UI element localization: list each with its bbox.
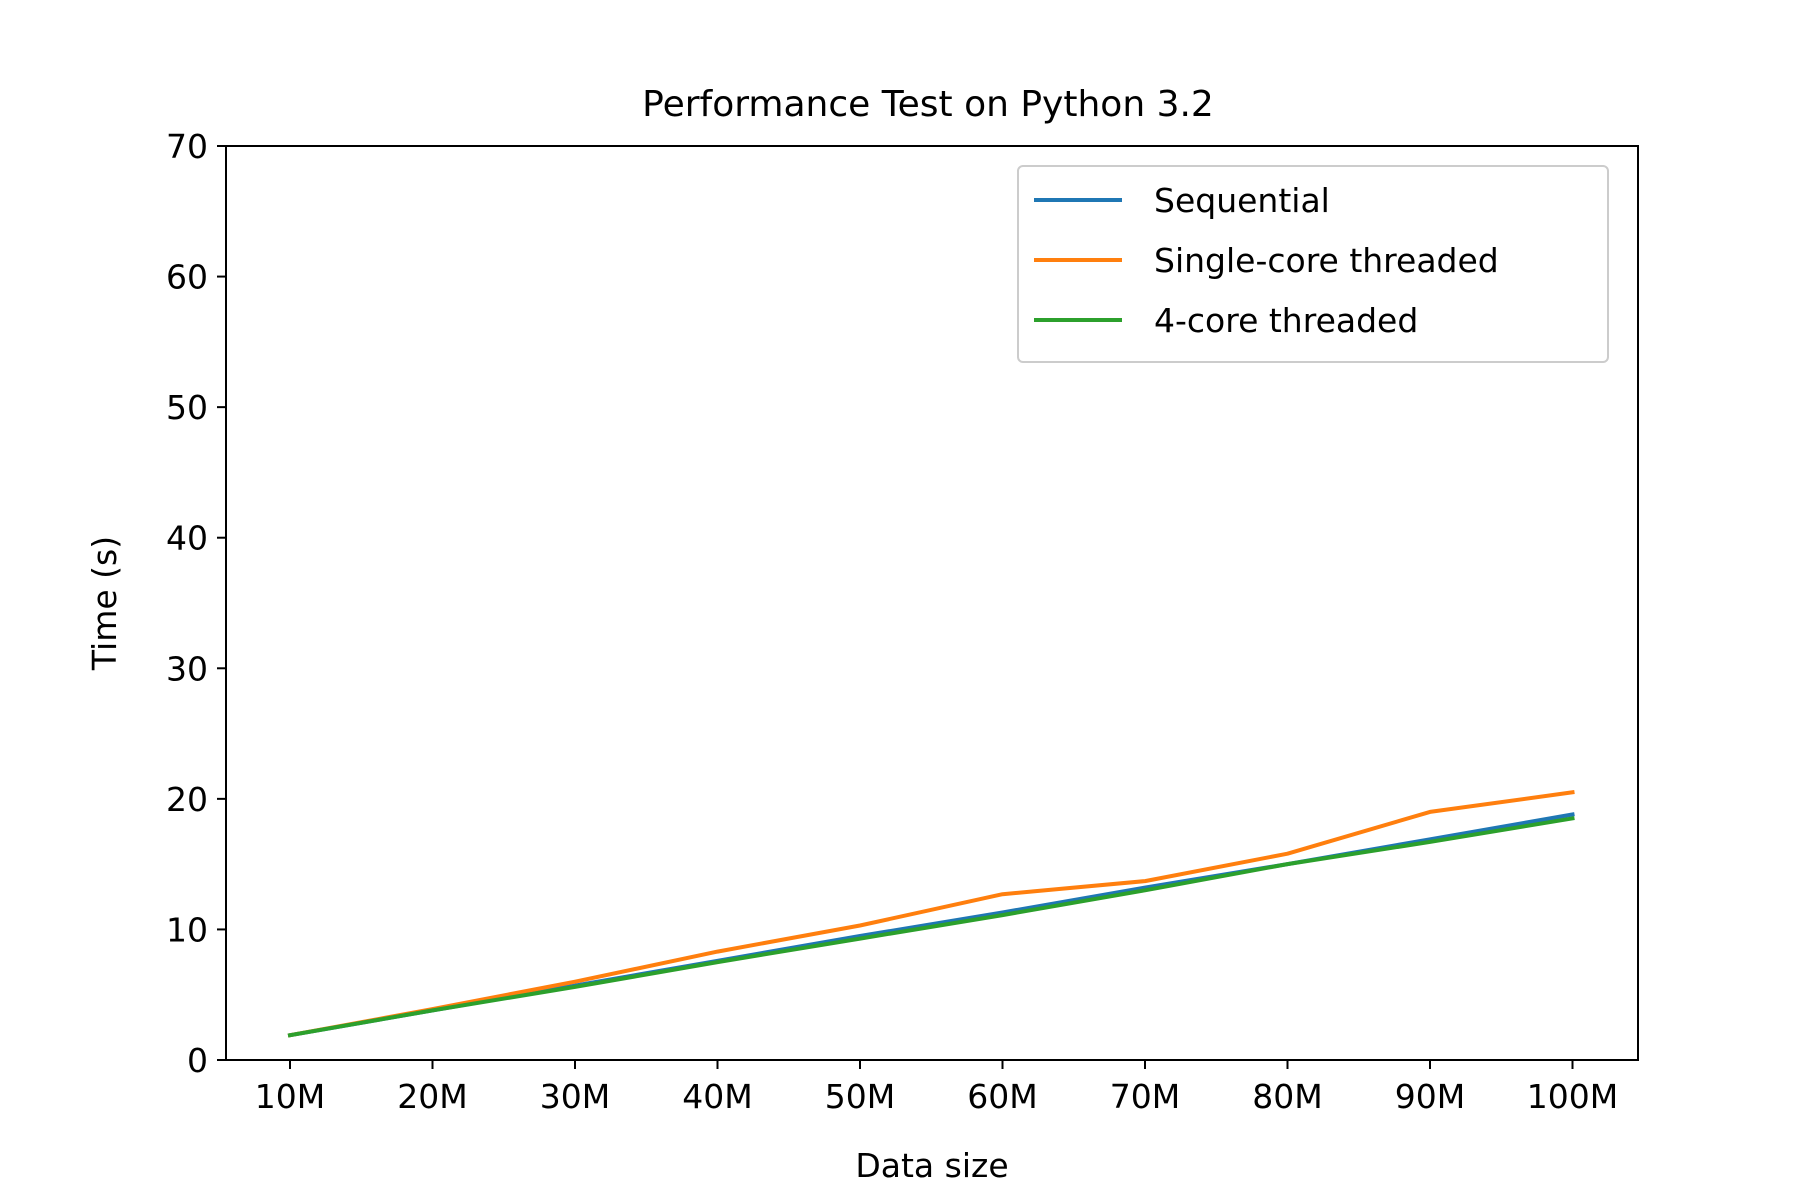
- series-line-single-core-threaded: [287, 790, 1575, 1038]
- series-line-4-core-threaded: [287, 816, 1575, 1038]
- chart-title: Performance Test on Python 3.2: [642, 84, 1214, 125]
- x-tick-label: 100M: [1527, 1077, 1618, 1116]
- y-tick-label: 70: [166, 127, 208, 166]
- y-axis: 0 10 20 30 40 50 60 70: [166, 127, 226, 1080]
- legend-box: [1017, 165, 1609, 363]
- y-tick-label: 60: [166, 258, 208, 297]
- y-tick-label: 10: [166, 910, 208, 949]
- y-tick-label: 40: [166, 519, 208, 558]
- legend-label: Sequential: [1154, 181, 1330, 220]
- x-tick-label: 10M: [255, 1077, 325, 1116]
- x-tick-label: 20M: [397, 1077, 467, 1116]
- y-axis-label: Time (s): [85, 536, 124, 671]
- x-tick-label: 80M: [1252, 1077, 1322, 1116]
- y-tick-label: 50: [166, 388, 208, 427]
- x-tick-label: 50M: [825, 1077, 895, 1116]
- legend: Sequential Single-core threaded 4-core thr…: [1017, 165, 1609, 363]
- x-tick-label: 60M: [967, 1077, 1037, 1116]
- series-layer: [287, 790, 1575, 1038]
- x-tick-label: 70M: [1110, 1077, 1180, 1116]
- x-tick-label: 30M: [540, 1077, 610, 1116]
- y-tick-label: 30: [166, 649, 208, 688]
- y-tick-label: 0: [187, 1041, 208, 1080]
- x-tick-label: 90M: [1395, 1077, 1465, 1116]
- legend-label: 4-core threaded: [1154, 301, 1418, 340]
- x-axis-label: Data size: [855, 1146, 1008, 1185]
- plot-area-frame: [225, 145, 1639, 1061]
- legend-label: Single-core threaded: [1154, 241, 1499, 280]
- x-tick-label: 40M: [682, 1077, 752, 1116]
- x-axis: 10M 20M 30M 40M 50M 60M 70M 80M 90M 100M: [255, 1060, 1618, 1116]
- y-tick-label: 20: [166, 780, 208, 819]
